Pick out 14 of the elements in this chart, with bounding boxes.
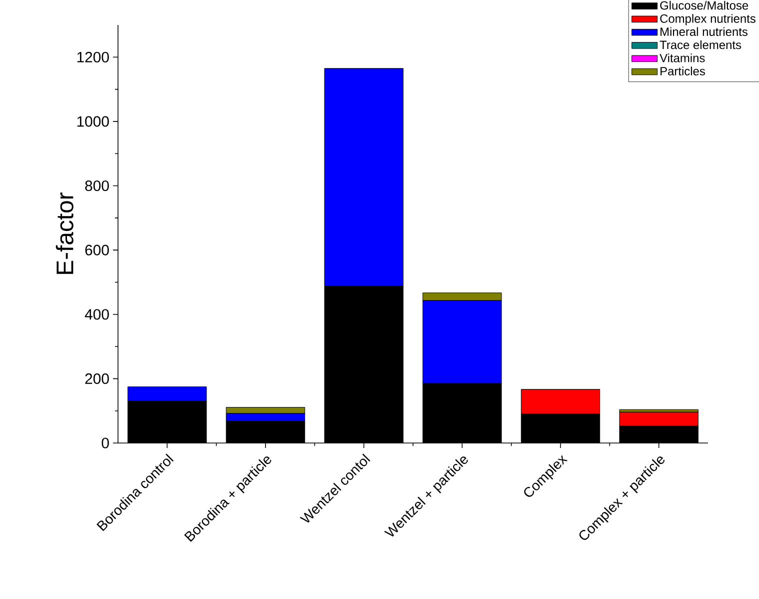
legend-label: Complex nutrients: [660, 14, 756, 26]
legend-label: Trace elements: [660, 40, 742, 50]
y-tick-label: 0: [102, 438, 109, 448]
y-axis-title: E-factor: [56, 192, 74, 274]
legend-label: Glucose/Maltose: [660, 0, 748, 10]
y-tick-label: 1200: [77, 52, 109, 62]
legend-label: Particles: [660, 66, 705, 76]
y-tick-label: 200: [85, 373, 109, 384]
y-tick-label: 600: [85, 244, 109, 256]
y-tick-label: 1000: [77, 116, 109, 127]
legend-label: Mineral nutrients: [660, 27, 748, 36]
y-tick-label: 800: [85, 180, 109, 192]
y-tick-label: 400: [84, 309, 109, 320]
legend-label: Vitamins: [660, 54, 705, 62]
